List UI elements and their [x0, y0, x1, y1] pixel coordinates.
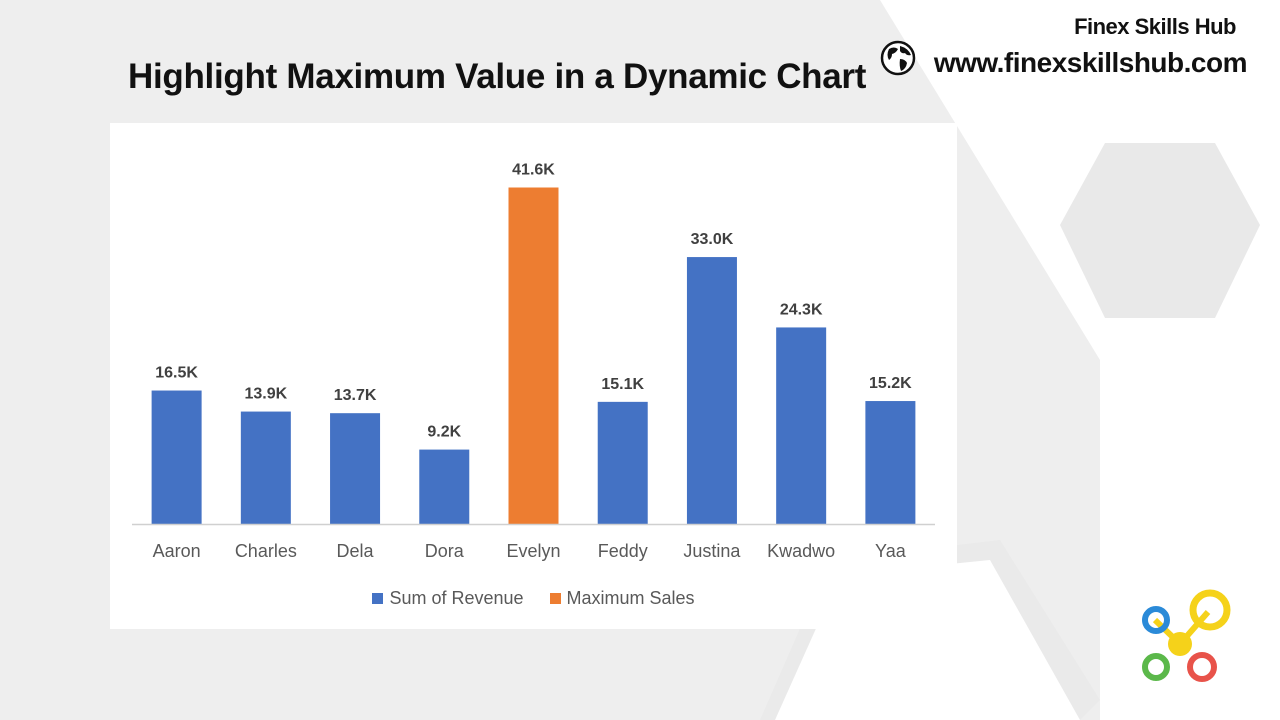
globe-icon	[880, 40, 916, 76]
x-tick-label-dela: Dela	[337, 541, 375, 561]
bar-kwadwo[interactable]	[776, 327, 827, 524]
x-tick-label-charles: Charles	[235, 541, 297, 561]
background-hexagon-small	[1060, 143, 1260, 318]
data-label-kwadwo: 24.3K	[780, 301, 823, 318]
data-label-justina: 33.0K	[691, 231, 734, 248]
chart-card: 16.5K Aaron 13.9K Charles 13.7K Dela 9.2K Dora 4…	[110, 123, 957, 629]
finex-logo-icon	[1142, 589, 1231, 682]
data-label-charles: 13.9K	[244, 386, 287, 403]
legend-swatch-maximum	[549, 593, 561, 604]
bar-aaron[interactable]	[151, 390, 202, 524]
brand-url[interactable]: www.finexskillshub.com	[933, 47, 1248, 78]
x-tick-label-feddy: Feddy	[598, 541, 648, 561]
legend-label-revenue: Sum of Revenue	[389, 588, 524, 608]
chart-legend: Sum of Revenue Maximum Sales	[110, 588, 957, 609]
legend-item-revenue[interactable]: Sum of Revenue	[372, 588, 524, 609]
x-tick-label-yaa: Yaa	[875, 541, 907, 561]
data-label-yaa: 15.2K	[869, 375, 912, 392]
bar-chart: 16.5K Aaron 13.9K Charles 13.7K Dela 9.2K Dora 4…	[132, 162, 935, 561]
data-label-feddy: 15.1K	[601, 376, 644, 393]
x-tick-label-kwadwo: Kwadwo	[767, 541, 835, 561]
brand-name: Finex Skills Hub	[1074, 14, 1236, 39]
legend-item-maximum[interactable]: Maximum Sales	[549, 588, 695, 609]
bar-yaa[interactable]	[865, 401, 916, 524]
data-label-dora: 9.2K	[427, 424, 461, 441]
x-tick-label-aaron: Aaron	[153, 541, 201, 561]
legend-label-maximum: Maximum Sales	[566, 588, 695, 608]
x-tick-label-justina: Justina	[683, 541, 741, 561]
bar-feddy[interactable]	[597, 401, 648, 524]
page-title: Highlight Maximum Value in a Dynamic Cha…	[128, 57, 867, 96]
x-tick-label-dora: Dora	[425, 541, 465, 561]
x-tick-label-evelyn: Evelyn	[506, 541, 560, 561]
bar-evelyn[interactable]	[508, 187, 559, 524]
bar-dela[interactable]	[330, 413, 381, 524]
bar-charles[interactable]	[240, 411, 291, 524]
data-label-aaron: 16.5K	[155, 365, 198, 382]
legend-swatch-revenue	[372, 593, 384, 604]
bar-dora[interactable]	[419, 449, 470, 524]
data-label-dela: 13.7K	[334, 387, 377, 404]
bar-justina[interactable]	[686, 257, 737, 524]
data-label-evelyn: 41.6K	[512, 162, 555, 179]
